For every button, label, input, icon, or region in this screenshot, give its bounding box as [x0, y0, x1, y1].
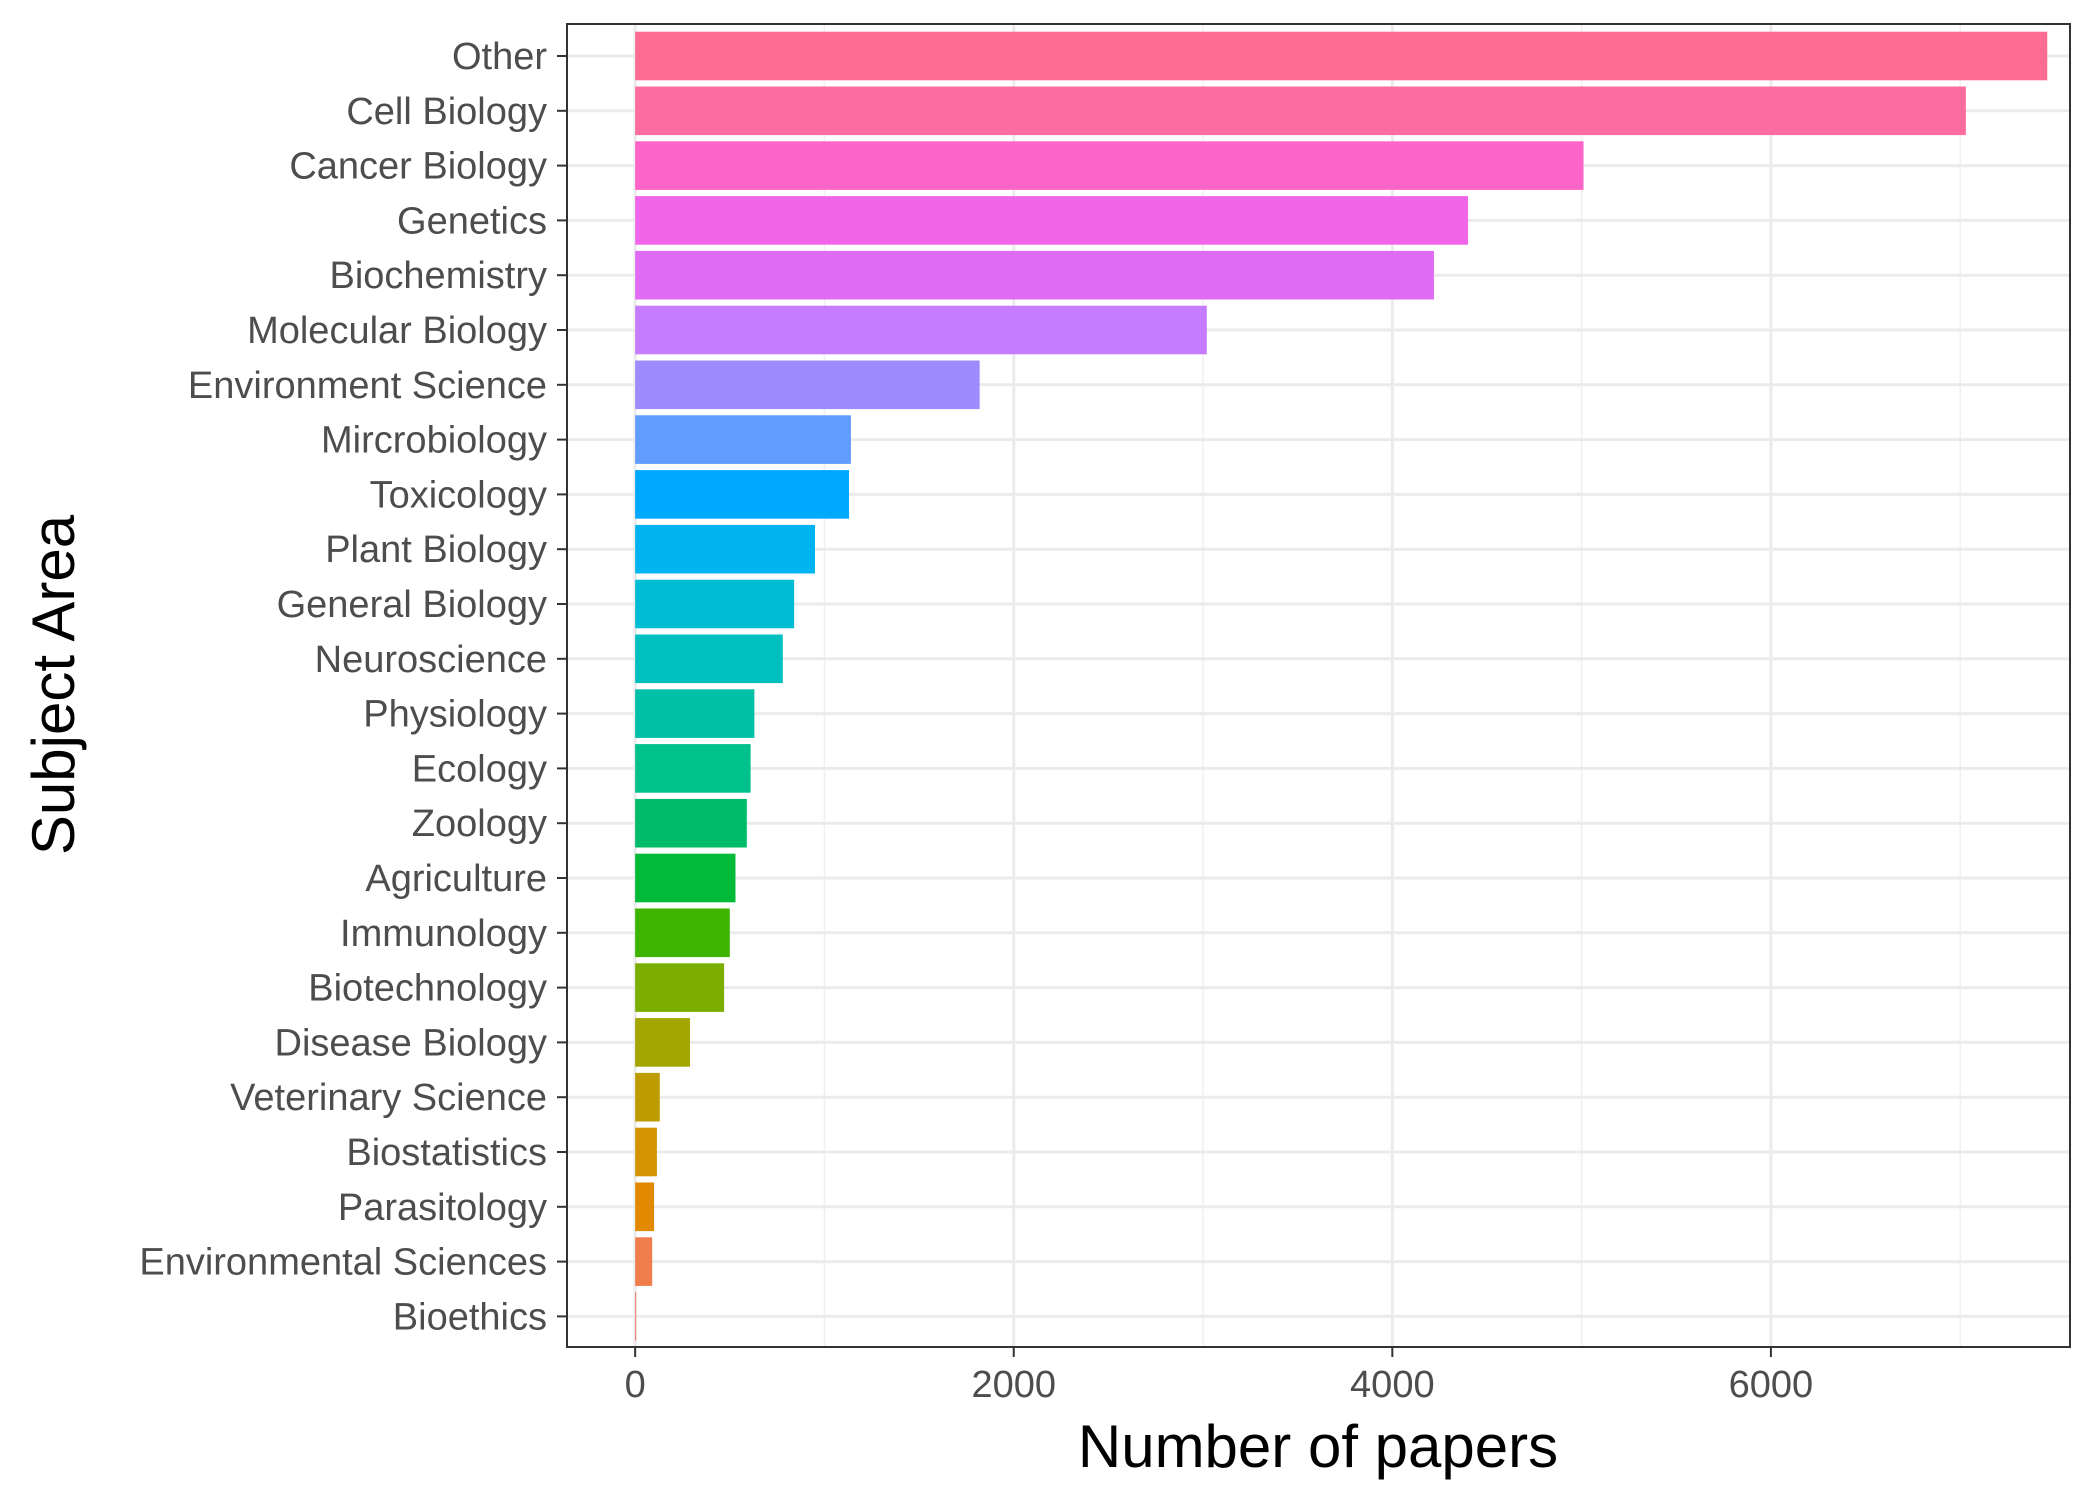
y-tick-label: Physiology — [363, 694, 547, 736]
y-tick-label: Biostatistics — [346, 1132, 547, 1174]
bar-biochemistry — [635, 250, 1434, 300]
bar-genetics — [635, 196, 1469, 245]
y-tick-label: Molecular Biology — [247, 310, 547, 352]
bar-environment-science — [635, 360, 980, 410]
bar-neuroscience — [635, 634, 783, 684]
bar-veterinary-science — [635, 1072, 660, 1122]
bar-immunology — [635, 908, 730, 958]
y-tick-label: Cancer Biology — [289, 146, 547, 188]
bar-agriculture — [635, 853, 736, 903]
x-tick-label: 4000 — [1350, 1364, 1435, 1406]
bar-bioethics — [635, 1292, 637, 1341]
y-tick-label: Veterinary Science — [230, 1077, 547, 1119]
y-tick-label: Zoology — [412, 803, 547, 845]
x-axis-title: Number of papers — [1078, 1413, 1558, 1480]
y-tick-label: General Biology — [277, 584, 547, 626]
bar-ecology — [635, 744, 751, 793]
x-tick-label: 2000 — [971, 1364, 1056, 1406]
y-tick-label: Biochemistry — [330, 255, 548, 297]
y-tick-label: Environmental Sciences — [139, 1242, 547, 1284]
bar-disease-biology — [635, 1018, 691, 1067]
y-axis-title: Subject Area — [20, 514, 87, 855]
y-tick-label: Genetics — [397, 200, 547, 242]
bar-molecular-biology — [635, 305, 1207, 355]
x-axis-ticks — [634, 1347, 1772, 1357]
y-tick-label: Immunology — [340, 913, 547, 955]
panel-border — [566, 23, 2071, 1348]
y-tick-label: Agriculture — [365, 858, 547, 900]
bars — [635, 31, 2048, 1341]
y-tick-label: Mircrobiology — [321, 420, 547, 462]
y-axis-tick-labels: Other Cell Biology Cancer Biology Genetics B… — [139, 36, 547, 1338]
y-tick-label: Other — [452, 36, 547, 78]
bar-general-biology — [635, 579, 795, 629]
y-tick-label: Disease Biology — [275, 1022, 547, 1064]
y-tick-label: Bioethics — [393, 1296, 547, 1338]
x-tick-label: 6000 — [1729, 1364, 1814, 1406]
bar-other — [635, 31, 2048, 81]
bar-mircrobiology — [635, 415, 851, 464]
bar-cancer-biology — [635, 141, 1584, 190]
bar-physiology — [635, 689, 755, 738]
bar-biotechnology — [635, 963, 725, 1012]
bar-cell-biology — [635, 86, 1966, 136]
y-tick-label: Parasitology — [338, 1187, 547, 1229]
bar-parasitology — [635, 1182, 655, 1232]
y-axis-ticks — [557, 55, 567, 1318]
bar-environmental-sciences — [635, 1237, 653, 1286]
y-tick-label: Cell Biology — [346, 91, 547, 133]
y-tick-label: Neuroscience — [315, 639, 547, 681]
y-tick-label: Toxicology — [370, 474, 547, 516]
y-tick-label: Ecology — [412, 748, 547, 790]
y-tick-label: Plant Biology — [325, 529, 547, 571]
x-tick-label: 0 — [625, 1364, 646, 1406]
bar-toxicology — [635, 470, 850, 519]
y-tick-label: Environment Science — [188, 365, 547, 407]
bar-zoology — [635, 798, 747, 848]
bar-biostatistics — [635, 1127, 657, 1177]
x-axis-tick-labels: 0 2000 4000 6000 — [625, 1364, 1814, 1406]
bar-plant-biology — [635, 524, 815, 574]
y-tick-label: Biotechnology — [308, 968, 547, 1010]
